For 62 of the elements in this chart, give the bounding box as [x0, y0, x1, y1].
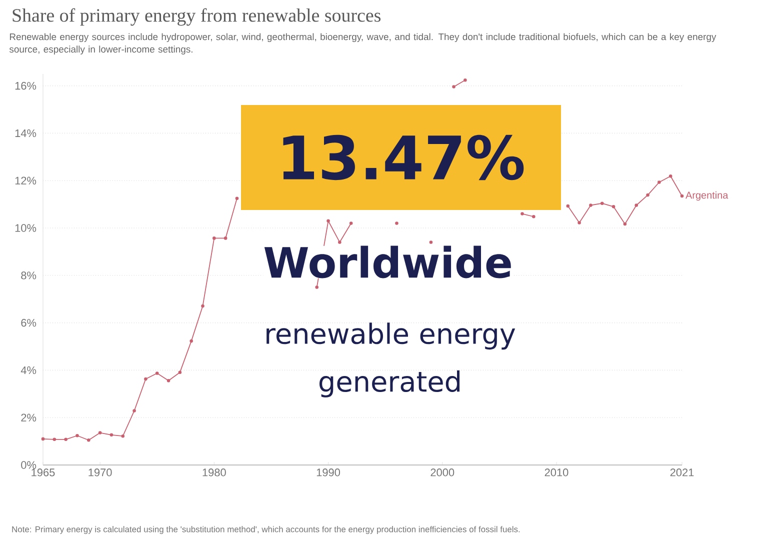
point	[634, 204, 638, 207]
chart-subtitle: Renewable energy sources include hydropower, solar, wind, geothermal, bioenergy, wave, and tidal. They don't include traditional biofuels, which can be a key energy source, especially in lower-income settings.	[9, 33, 716, 54]
y-tick-label: 14%	[15, 129, 36, 138]
x-tick-label: 1980	[202, 468, 226, 476]
point	[155, 372, 159, 375]
point	[600, 202, 604, 205]
point	[76, 434, 79, 438]
y-tick-label: 6%	[21, 318, 36, 327]
point	[566, 204, 570, 208]
y-tick-label: 4%	[20, 366, 36, 374]
point	[520, 212, 524, 216]
chart-title: Share of primary energy from renewable sources	[12, 8, 381, 26]
point	[429, 240, 433, 244]
x-tick-label: 1970	[88, 468, 112, 476]
y-tick-label: 12%	[15, 176, 36, 184]
point	[98, 431, 102, 434]
point	[87, 438, 90, 442]
y-tick-label: 10%	[15, 224, 36, 232]
point	[349, 222, 353, 225]
point	[623, 222, 627, 226]
point	[532, 214, 536, 218]
point	[578, 221, 581, 224]
y-tick-label: 16%	[15, 82, 36, 90]
point	[144, 377, 148, 381]
annotation: 13.47%	[283, 134, 524, 180]
y-tick-label: 8%	[21, 272, 36, 280]
point	[326, 219, 330, 223]
x-tick-label: 2010	[544, 468, 568, 476]
point	[178, 370, 182, 374]
point	[658, 180, 661, 184]
point	[132, 409, 136, 412]
point	[680, 194, 684, 198]
point	[315, 286, 319, 289]
text: Note: Primary energy is calculated using the 'substitution method', which accounts for the energy production inefficiencies of fossil fuels.	[12, 526, 520, 534]
point	[464, 78, 467, 82]
point	[589, 204, 592, 207]
y-tick-label: 2%	[21, 414, 36, 422]
x-tick-label: 2021	[670, 468, 694, 476]
point	[235, 196, 239, 200]
point	[212, 236, 216, 240]
point	[64, 438, 68, 442]
point	[190, 339, 193, 343]
point	[338, 240, 342, 244]
point	[201, 304, 204, 308]
y-tick-label: 0%	[21, 461, 36, 469]
x-tick-label: 2000	[430, 468, 454, 476]
point	[41, 437, 45, 441]
x-tick-label: 1990	[316, 468, 340, 476]
series-label: Argentina	[686, 191, 728, 201]
point	[612, 205, 616, 208]
point	[166, 378, 170, 382]
point	[224, 236, 228, 240]
point	[395, 222, 398, 225]
annotation: Worldwide	[264, 246, 511, 278]
annotation: renewable energy generated	[266, 322, 516, 398]
point	[52, 438, 56, 442]
point	[646, 193, 650, 197]
point	[121, 434, 125, 438]
point	[110, 433, 114, 437]
point	[668, 174, 672, 178]
point	[452, 85, 456, 88]
x-tick-label: 1965	[32, 468, 55, 476]
